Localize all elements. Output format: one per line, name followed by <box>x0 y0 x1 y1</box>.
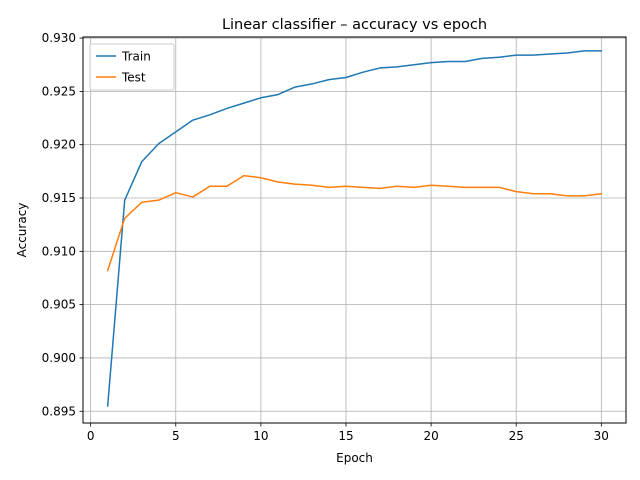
x-tick-label: 15 <box>338 429 353 443</box>
y-tick-label: 0.900 <box>42 351 76 365</box>
y-tick-label: 0.895 <box>42 404 76 418</box>
y-tick-label: 0.910 <box>42 244 76 258</box>
x-tick-label: 5 <box>172 429 180 443</box>
y-tick-label: 0.905 <box>42 298 76 312</box>
y-tick-label: 0.930 <box>42 31 76 45</box>
legend-label-test: Test <box>121 71 146 85</box>
legend: Train Test <box>89 43 175 91</box>
y-tick-label: 0.920 <box>42 138 76 152</box>
y-axis-label: Accuracy <box>15 203 29 258</box>
x-tick-label: 10 <box>253 429 268 443</box>
chart-title: Linear classifier – accuracy vs epoch <box>222 17 487 33</box>
series-line-test <box>106 174 603 272</box>
legend-label-train: Train <box>121 50 151 64</box>
x-tick-label: 25 <box>509 429 524 443</box>
y-tick-label: 0.925 <box>42 84 76 98</box>
series-lines <box>106 50 603 407</box>
y-tick-label: 0.915 <box>42 191 76 205</box>
grid <box>83 37 626 423</box>
plot-frame <box>82 36 627 424</box>
series-line-train <box>106 50 603 407</box>
x-axis-label: Epoch <box>336 451 373 465</box>
x-tick-label: 0 <box>87 429 95 443</box>
ticks: 0 5 10 15 20 25 30 0.895 0.900 0.905 0.910 0.915 0.9… <box>42 31 609 443</box>
x-tick-label: 30 <box>594 429 609 443</box>
x-tick-label: 20 <box>423 429 438 443</box>
